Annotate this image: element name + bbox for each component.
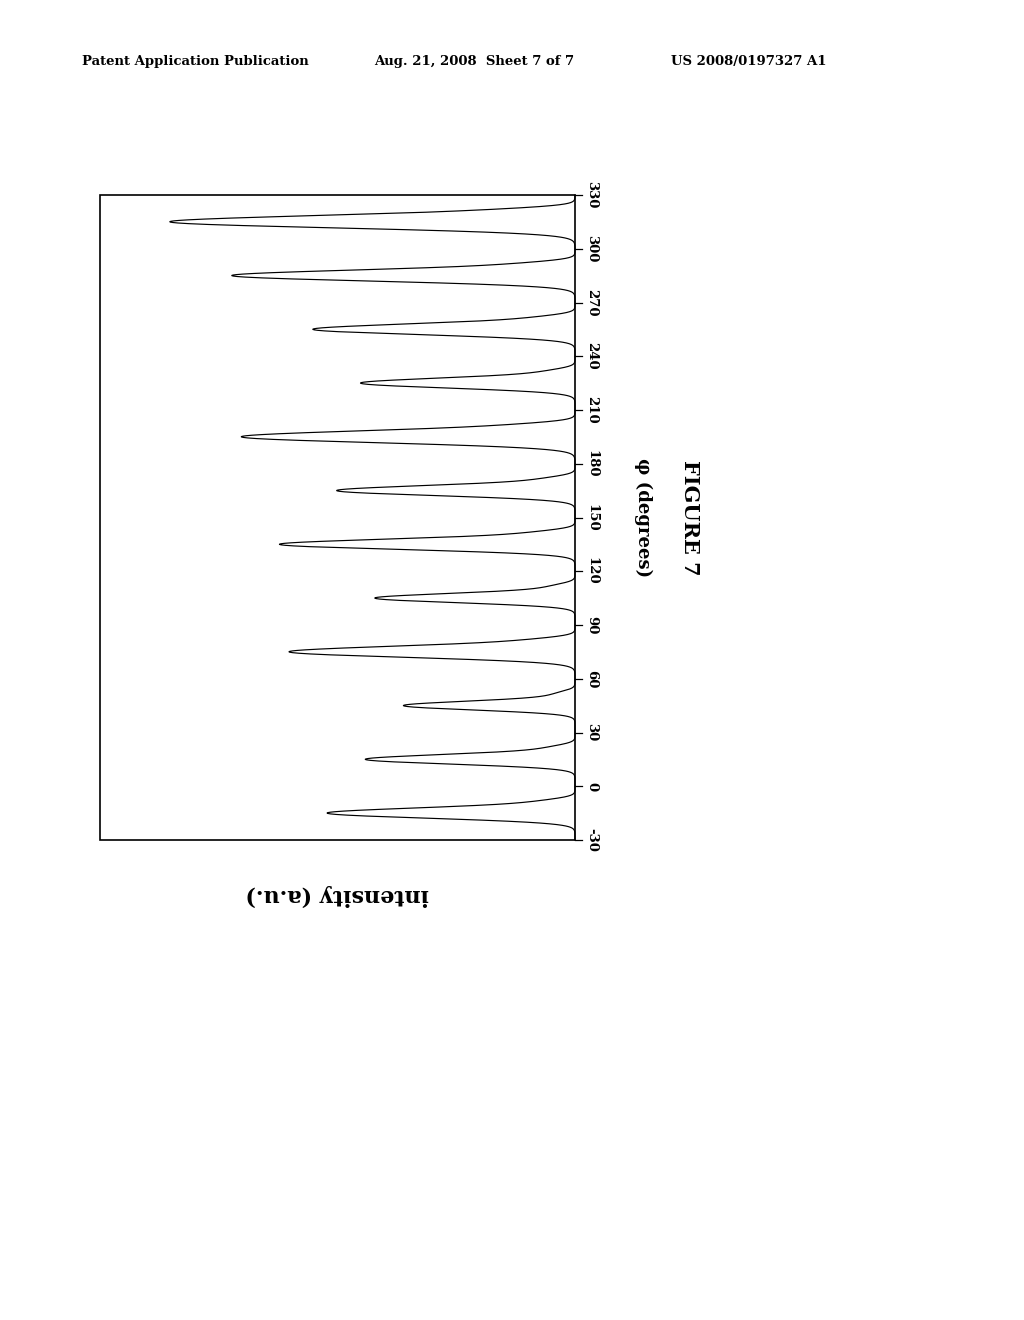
Text: Aug. 21, 2008  Sheet 7 of 7: Aug. 21, 2008 Sheet 7 of 7: [374, 55, 573, 69]
Bar: [100, 195, 575, 840]
Text: 330: 330: [585, 181, 598, 209]
Text: Patent Application Publication: Patent Application Publication: [82, 55, 308, 69]
Text: 150: 150: [585, 504, 598, 532]
Text: -30: -30: [585, 828, 598, 851]
Text: intensity (a.u.): intensity (a.u.): [246, 884, 429, 906]
Text: 90: 90: [585, 616, 598, 634]
Text: 180: 180: [585, 450, 598, 478]
Text: 0: 0: [585, 781, 598, 791]
Text: US 2008/0197327 A1: US 2008/0197327 A1: [671, 55, 826, 69]
Text: 270: 270: [585, 289, 598, 317]
Text: 60: 60: [585, 669, 598, 688]
Text: φ (degrees): φ (degrees): [634, 458, 652, 577]
Text: 210: 210: [585, 396, 598, 424]
Text: 120: 120: [585, 557, 598, 585]
Text: FIGURE 7: FIGURE 7: [680, 459, 700, 576]
Text: 300: 300: [585, 235, 598, 263]
Text: 30: 30: [585, 723, 598, 742]
Text: 240: 240: [585, 342, 598, 370]
